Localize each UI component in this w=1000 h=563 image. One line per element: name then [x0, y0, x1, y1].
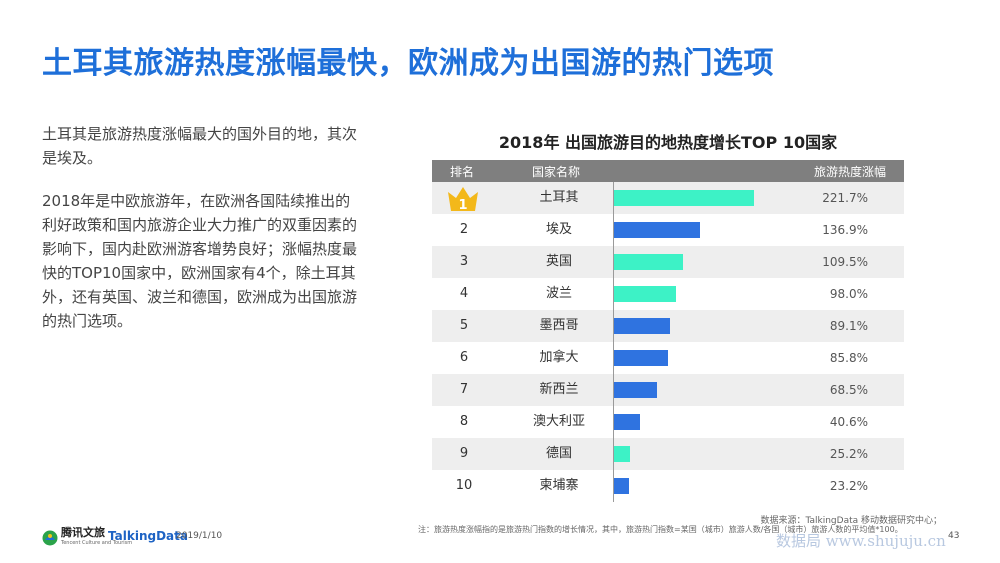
- table-row: 4 波兰 98.0%: [432, 278, 904, 310]
- rank-cell: 1: [432, 182, 496, 214]
- watermark: 数据局 www.shujuju.cn: [776, 532, 946, 550]
- rank-cell: 7: [459, 382, 469, 397]
- axis-line: [613, 438, 614, 470]
- growth-value: 25.2%: [829, 447, 868, 461]
- bar: [614, 222, 701, 238]
- table-row: 7 新西兰 68.5%: [432, 374, 904, 406]
- growth-value: 23.2%: [829, 479, 868, 493]
- bar: [614, 318, 671, 334]
- bar: [614, 414, 640, 430]
- growth-value: 89.1%: [829, 319, 868, 333]
- growth-value: 136.9%: [822, 223, 868, 237]
- bar: [614, 350, 669, 366]
- table-row: 3 英国 109.5%: [432, 246, 904, 278]
- header-growth: 旅游热度涨幅: [813, 165, 886, 179]
- country-name: 英国: [545, 254, 572, 269]
- chart-title: 2018年 出国旅游目的地热度增长TOP 10国家: [498, 133, 838, 152]
- data-source: 数据来源：TalkingData 移动数据研究中心；: [760, 516, 942, 526]
- axis-line: [613, 406, 614, 438]
- country-name: 澳大利亚: [532, 414, 585, 429]
- footnote: 注：旅游热度涨幅指的是旅游热门指数的增长情况，其中，旅游热门指数=某国（城市）旅…: [418, 525, 903, 534]
- rank-cell: 8: [459, 414, 469, 429]
- country-name: 波兰: [545, 286, 572, 301]
- table-row: 2 埃及 136.9%: [432, 214, 904, 246]
- bar: [614, 446, 630, 462]
- table-row: 6 加拿大 85.8%: [432, 342, 904, 374]
- growth-value: 221.7%: [822, 191, 868, 205]
- crown-icon: [448, 187, 478, 211]
- axis-line: [613, 310, 614, 342]
- table-row: 1 土耳其 221.7%: [432, 182, 904, 214]
- header-country: 国家名称: [532, 165, 581, 179]
- axis-line: [613, 470, 614, 502]
- country-name: 新西兰: [539, 382, 579, 397]
- page-title: 土耳其旅游热度涨幅最快，欧洲成为出国游的热门选项: [42, 46, 774, 81]
- rank-cell: 5: [459, 318, 469, 333]
- tencent-logo-subtext: Tencent Culture and Tourism: [61, 540, 133, 546]
- country-name: 墨西哥: [539, 318, 579, 333]
- country-name: 加拿大: [539, 350, 579, 365]
- growth-value: 109.5%: [822, 255, 868, 269]
- axis-line: [613, 214, 614, 246]
- rank-cell: 4: [459, 286, 469, 301]
- tencent-logo-text: 腾讯文旅: [61, 526, 105, 539]
- page-number: 43: [948, 531, 960, 541]
- summary-paragraph-2: 2018年是中欧旅游年，在欧洲各国陆续推出的利好政策和国内旅游企业大力推广的双重…: [42, 192, 358, 330]
- rank-cell: 6: [459, 350, 469, 365]
- axis-line: [613, 278, 614, 310]
- header-rank: 排名: [450, 165, 475, 179]
- report-date: 2019/1/10: [176, 531, 223, 541]
- country-name: 土耳其: [539, 190, 579, 205]
- growth-value: 40.6%: [829, 415, 868, 429]
- axis-line: [613, 246, 614, 278]
- axis-line: [613, 374, 614, 406]
- axis-line: [613, 342, 614, 374]
- rank-cell: 2: [459, 222, 469, 237]
- rank-cell: 9: [459, 446, 469, 461]
- tencent-culture-icon: [42, 530, 58, 546]
- rank-cell: 3: [459, 254, 469, 269]
- growth-value: 85.8%: [829, 351, 868, 365]
- country-name: 柬埔寨: [539, 478, 579, 493]
- summary-paragraph-1: 土耳其是旅游热度涨幅最大的国外目的地，其次是埃及。: [42, 125, 358, 167]
- growth-value: 98.0%: [829, 287, 868, 301]
- bar: [614, 478, 629, 494]
- growth-value: 68.5%: [829, 383, 868, 397]
- table-row: 9 德国 25.2%: [432, 438, 904, 470]
- axis-line: [613, 182, 614, 214]
- table-header: 排名 国家名称 旅游热度涨幅: [432, 160, 904, 182]
- rank-cell: 10: [455, 478, 473, 493]
- bar: [614, 382, 658, 398]
- bar: [614, 190, 754, 206]
- rank-number: 1: [458, 198, 468, 213]
- table-row: 8 澳大利亚 40.6%: [432, 406, 904, 438]
- country-name: 德国: [545, 446, 572, 461]
- table-row: 5 墨西哥 89.1%: [432, 310, 904, 342]
- country-name: 埃及: [545, 222, 572, 237]
- talkingdata-logo: TalkingData: [108, 529, 188, 543]
- tencent-logo: 腾讯文旅 Tencent Culture and Tourism: [42, 526, 133, 548]
- bar: [614, 254, 684, 270]
- bar: [614, 286, 676, 302]
- table-row: 10 柬埔寨 23.2%: [432, 470, 904, 502]
